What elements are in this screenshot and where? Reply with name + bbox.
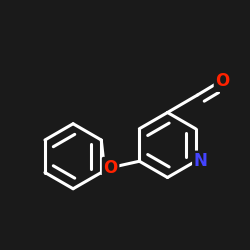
Text: O: O — [104, 158, 118, 176]
Text: O: O — [216, 72, 230, 90]
Text: N: N — [194, 152, 207, 170]
